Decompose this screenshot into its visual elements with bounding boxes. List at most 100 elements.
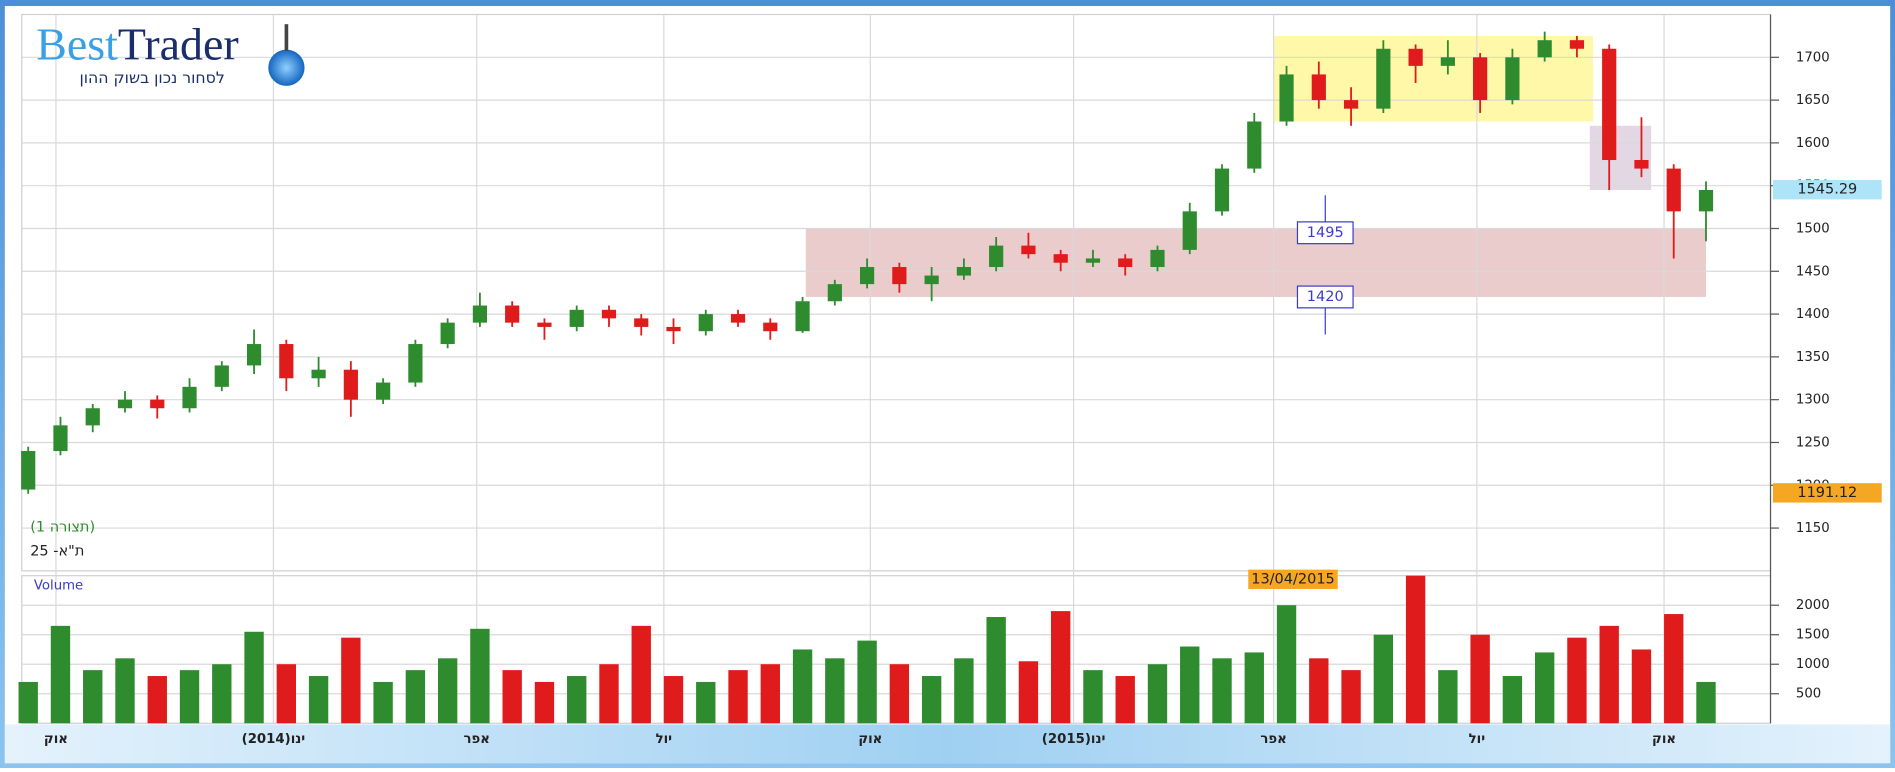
volume-bar [696,681,716,724]
logo-best: Best [36,18,118,69]
date-marker: 13/04/2015 [1251,571,1335,587]
candle-body [505,305,520,323]
volume-bar [728,670,748,724]
level-label: 1420 [1307,289,1344,305]
x-tick-label: אוק [1652,732,1676,747]
y-tick-label: 1250 [1796,435,1830,450]
volume-bar [437,658,458,724]
volume-bar [792,649,813,724]
volume-bar [921,676,942,724]
candle-body [1311,74,1326,101]
volume-bar [1244,652,1264,724]
volume-bar [18,681,38,724]
price-label-box [1772,483,1882,503]
candle-body [989,245,1004,268]
volume-bar [1631,649,1652,724]
candle-body [1343,100,1359,109]
candle-body [730,314,746,323]
volume-bar [663,676,684,724]
volume-bar [1405,575,1426,724]
candle-body [537,322,552,327]
y-tick-label: 1400 [1796,307,1830,322]
volume-bar [1534,652,1555,724]
x-tick-label: יול [1469,732,1486,747]
volume-bar [1309,658,1329,724]
candle-body [343,369,358,400]
candle-body [1473,57,1488,101]
candle-body [1214,168,1230,212]
volume-bar [760,664,780,724]
candle-body [1150,249,1165,268]
volume-bar [1567,637,1587,724]
logo-globe [268,49,305,86]
candle-body [1537,40,1552,58]
candle-body [214,365,229,387]
price-label-box [1772,180,1882,200]
candle-body [21,451,36,490]
candle-body [1698,189,1714,212]
candle-body [827,284,842,302]
candle-body [246,344,262,366]
volume-bar [599,664,619,724]
y-tick-label: 500 [1796,687,1821,702]
volume-bar [1470,634,1490,724]
candle-body [924,275,939,285]
volume-bar [276,664,297,724]
volume-bar [179,670,200,724]
candle-body [1376,48,1391,109]
candle-body [1569,40,1585,49]
candle-body [117,399,133,409]
y-tick-label: 1500 [1796,221,1830,236]
title: ת"א- 25 [30,544,84,560]
volume-bar [1018,661,1039,724]
price-label: 1191.12 [1797,485,1857,501]
candle-body [1021,245,1036,255]
volume-bar [857,640,877,724]
x-tick-label: יול [656,732,673,747]
candle-body [440,322,455,345]
candle-body [1408,48,1423,66]
price-label: 1545.29 [1797,182,1857,198]
date-marker-box [1248,569,1338,590]
y-tick-label: 1650 [1796,93,1830,108]
volume-bar [954,658,974,724]
level-label: 1495 [1307,225,1344,241]
volume-bar [470,628,490,724]
y-tick-label: 1150 [1796,521,1830,536]
zone [805,228,1706,297]
candle-body [311,369,326,379]
x-tick-label: אוק [44,732,68,747]
plot-layer: אוק ינו(2014) אפר יול אוק ינו(2015) אפר יול אוק 1… [18,14,1882,747]
candle-body [150,399,165,409]
logo-trader: Trader [118,18,239,69]
y-tick-label: 1300 [1796,393,1830,408]
volume-bar [1147,664,1168,724]
axis-band [4,724,1891,764]
volume-bar [1051,611,1071,724]
x-tick-label: ינו(2014) [242,732,306,747]
volume-bar [1180,646,1200,724]
volume-bar [1664,614,1684,724]
volume-bar [405,670,426,724]
logo-text: BestTrader [36,18,238,69]
volume-bar [1276,605,1297,724]
candle-body [408,344,423,383]
volume-bar [1212,658,1232,724]
candle-body [279,344,294,379]
x-tick-label: אוק [858,732,882,747]
y-tick-label: 1450 [1796,264,1830,279]
candle-body [892,267,907,285]
volume-bar [50,625,71,724]
volume-bar [1341,670,1361,724]
volume-bar [1115,676,1135,724]
volume-bar [889,664,910,724]
y-tick-label: 2000 [1796,598,1830,613]
volume-bar [212,664,232,724]
level-box [1296,285,1354,309]
candle-body [1666,168,1681,212]
y-tick-label: 1000 [1796,657,1830,672]
x-tick-label: ינו(2015) [1042,732,1106,747]
volume-bar [986,617,1006,724]
